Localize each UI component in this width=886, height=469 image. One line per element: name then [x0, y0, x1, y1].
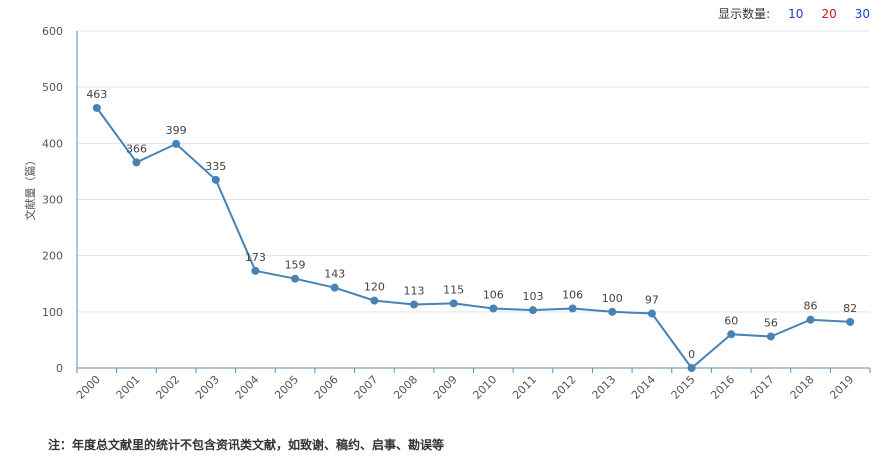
x-tick-2008: 2008 [391, 373, 420, 402]
data-label-2006: 143 [324, 268, 345, 281]
y-tick-100: 100 [42, 306, 63, 319]
data-point-2009[interactable] [449, 299, 458, 308]
data-point-2000[interactable] [92, 103, 101, 112]
x-tick-2014: 2014 [629, 373, 658, 402]
data-point-2012[interactable] [568, 304, 577, 313]
data-label-2014: 97 [645, 294, 659, 307]
data-label-2013: 100 [602, 292, 623, 305]
x-tick-labels: 2000 2001 2002 2003 2004 2005 2006 2007 2008 2009… [74, 373, 856, 402]
data-label-2003: 335 [205, 160, 226, 173]
data-label-2007: 120 [364, 281, 385, 294]
x-tick-2003: 2003 [193, 373, 222, 402]
data-point-2010[interactable] [489, 304, 498, 313]
data-label-2017: 56 [764, 317, 778, 330]
x-tick-2019: 2019 [827, 373, 856, 402]
data-point-2006[interactable] [330, 283, 339, 292]
data-point-2007[interactable] [370, 296, 379, 305]
data-point-2014[interactable] [647, 309, 656, 318]
data-label-2008: 113 [404, 285, 425, 298]
x-tick-2002: 2002 [153, 373, 182, 402]
axes [76, 31, 871, 373]
data-label-2016: 60 [724, 314, 738, 327]
y-tick-0: 0 [56, 362, 63, 375]
data-labels: 463 366 399 335 173 159 143 120 113 115 106 103 106 1… [86, 88, 857, 361]
x-tick-2005: 2005 [272, 373, 301, 402]
x-tick-2016: 2016 [708, 373, 737, 402]
data-point-2008[interactable] [410, 300, 419, 309]
x-tick-2011: 2011 [510, 373, 539, 402]
data-point-2004[interactable] [251, 266, 260, 275]
data-point-2005[interactable] [291, 274, 300, 283]
x-tick-2012: 2012 [550, 373, 579, 402]
display-count-label: 显示数量: [718, 7, 771, 21]
data-label-2000: 463 [86, 88, 107, 101]
data-label-2018: 86 [804, 300, 818, 313]
x-tick-2001: 2001 [114, 373, 143, 402]
x-tick-2000: 2000 [74, 373, 103, 402]
y-tick-400: 400 [42, 137, 63, 150]
x-tick-2015: 2015 [669, 373, 698, 402]
y-axis-label: 文献量（篇） [23, 155, 37, 221]
data-label-2011: 103 [522, 290, 543, 303]
x-tick-2018: 2018 [788, 373, 817, 402]
series-line [95, 107, 851, 370]
data-label-2004: 173 [245, 251, 266, 264]
y-tick-500: 500 [42, 81, 63, 94]
data-point-2001[interactable] [132, 158, 141, 167]
data-point-2019[interactable] [846, 317, 855, 326]
x-tick-2010: 2010 [470, 373, 499, 402]
data-points [92, 103, 855, 372]
y-tick-300: 300 [42, 194, 63, 207]
display-count-option-10[interactable]: 10 [788, 6, 804, 21]
y-tick-200: 200 [42, 250, 63, 263]
x-tick-2013: 2013 [589, 373, 618, 402]
data-point-2016[interactable] [727, 330, 736, 339]
grid-lines [77, 30, 870, 313]
data-label-2005: 159 [285, 259, 306, 272]
data-point-2013[interactable] [608, 307, 617, 316]
display-count-option-20[interactable]: 20 [821, 6, 837, 21]
data-point-2018[interactable] [806, 315, 815, 324]
data-point-2017[interactable] [766, 332, 775, 341]
display-count-selector: 显示数量: 10 20 30 [718, 5, 870, 22]
x-tick-2006: 2006 [312, 373, 341, 402]
data-label-2001: 366 [126, 142, 147, 155]
x-tick-2007: 2007 [352, 373, 381, 402]
data-label-2002: 399 [166, 124, 187, 137]
footnote: 注：年度总文献里的统计不包含资讯类文献，如致谢、稿约、启事、勘误等 [48, 438, 445, 452]
data-label-2009: 115 [443, 283, 464, 296]
y-tick-labels: 0 100 200 300 400 500 600 [42, 25, 63, 375]
data-label-2019: 82 [843, 302, 857, 315]
data-label-2015: 0 [688, 348, 695, 361]
data-point-2011[interactable] [528, 306, 537, 315]
y-tick-600: 600 [42, 25, 63, 38]
data-label-2012: 106 [562, 288, 583, 301]
data-label-2010: 106 [483, 288, 504, 301]
display-count-option-30[interactable]: 30 [854, 6, 870, 21]
data-point-2002[interactable] [172, 139, 181, 148]
x-tick-2017: 2017 [748, 373, 777, 402]
data-point-2015[interactable] [687, 364, 696, 372]
x-tick-2004: 2004 [233, 373, 262, 402]
x-tick-2009: 2009 [431, 373, 460, 402]
data-point-2003[interactable] [211, 175, 220, 184]
